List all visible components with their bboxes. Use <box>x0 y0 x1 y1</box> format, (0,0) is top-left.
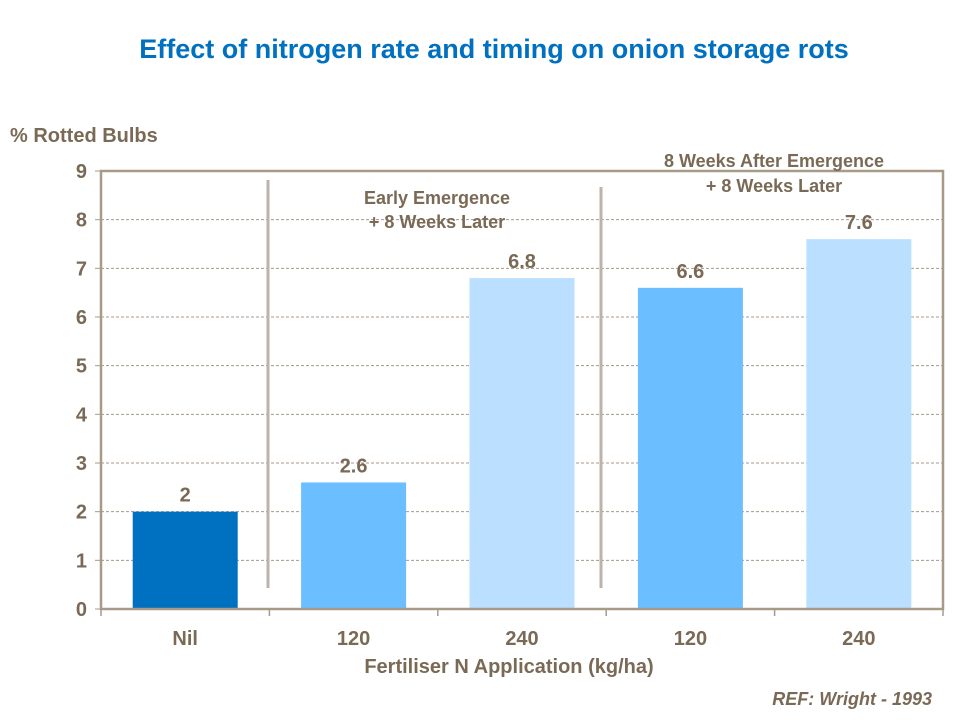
x-axis-label: Fertiliser N Application (kg/ha) <box>364 656 653 678</box>
bar <box>469 278 575 609</box>
group-annotation: Early Emergence <box>364 188 510 208</box>
group-annotation: + 8 Weeks Later <box>369 212 505 232</box>
bar <box>301 482 407 609</box>
x-tick-label: 240 <box>505 628 538 650</box>
x-tick-label: Nil <box>172 628 198 650</box>
x-tick-label: 240 <box>842 628 875 650</box>
y-tick-label: 8 <box>76 210 87 232</box>
data-label: 2 <box>180 485 191 507</box>
y-tick-label: 6 <box>76 307 87 329</box>
bar <box>637 287 743 609</box>
x-tick-label: 120 <box>674 628 707 650</box>
data-label: 6.8 <box>508 251 536 273</box>
x-tick-label: 120 <box>337 628 370 650</box>
y-tick-label: 4 <box>76 404 88 426</box>
bar <box>806 239 912 609</box>
y-tick-label: 9 <box>76 161 87 183</box>
y-axis-label: % Rotted Bulbs <box>10 125 158 147</box>
y-tick-label: 5 <box>76 356 87 378</box>
data-label: 2.6 <box>340 455 368 477</box>
bar <box>132 511 238 609</box>
group-annotation: + 8 Weeks Later <box>706 176 842 196</box>
data-label: 6.6 <box>676 261 704 283</box>
plot-frame <box>99 169 945 611</box>
y-tick-label: 1 <box>76 550 87 572</box>
y-tick-label: 3 <box>76 453 87 475</box>
y-tick-label: 0 <box>76 599 87 621</box>
y-tick-label: 2 <box>76 502 87 524</box>
data-label: 7.6 <box>845 212 873 234</box>
chart-title: Effect of nitrogen rate and timing on on… <box>139 34 849 64</box>
group-annotation: 8 Weeks After Emergence <box>664 151 884 171</box>
y-tick-label: 7 <box>76 258 87 280</box>
reference-note: REF: Wright - 1993 <box>772 689 932 709</box>
